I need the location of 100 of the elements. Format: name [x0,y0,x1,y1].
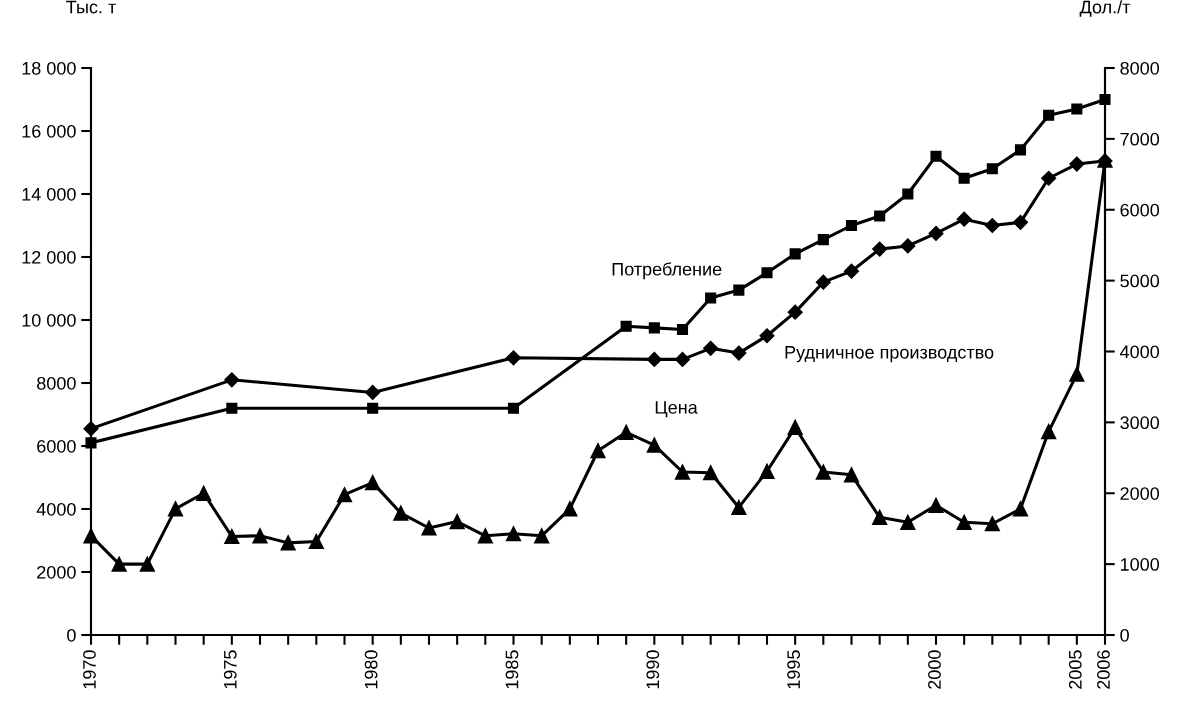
y-tick-label: 2000 [37,565,76,579]
y-tick-label: 4000 [36,502,76,516]
point [367,402,379,414]
y2-tick-label: 4000 [1120,345,1160,359]
point [815,274,831,290]
point [1041,170,1057,186]
point [705,292,717,304]
point [477,528,493,544]
y2-tick-label: 5000 [1120,274,1160,288]
y2-tick-label: 6000 [1120,203,1160,217]
point [646,351,662,367]
point [956,514,972,530]
point [845,219,858,232]
x-tick-label: 2005 [1068,650,1082,689]
y2-axis-title: Дол./т [1079,0,1131,17]
point [1012,501,1029,517]
point [646,437,662,453]
y2-tick-label: 0 [1120,628,1129,642]
x-tick-label: 1990 [646,650,660,689]
point [872,509,888,525]
series-label: Цена [655,401,698,418]
point [984,516,1000,532]
point [789,248,801,260]
point [986,163,998,175]
point [252,528,268,544]
point [1012,214,1029,230]
y2-tick-label: 1000 [1120,558,1160,571]
point [224,372,240,388]
point [902,188,914,200]
point [1043,109,1055,121]
point [703,340,719,356]
point [956,211,972,227]
point [1099,93,1111,106]
y-tick-label: 10 000 [22,313,76,327]
point [620,320,632,332]
point [365,474,381,491]
point [787,419,803,435]
y-axis-title: Тыс. т [66,0,116,14]
point [817,234,829,246]
point [85,437,97,449]
point [733,284,745,296]
point [1014,144,1027,156]
point [674,464,691,480]
y-tick-label: 8000 [37,376,76,390]
point [534,528,550,544]
point [874,210,886,222]
y-tick-label: 18 000 [22,61,76,75]
point [676,323,689,336]
point [1041,423,1057,440]
point [618,424,634,440]
point [928,497,944,513]
x-tick-label: 1985 [505,650,519,689]
point [505,526,522,542]
point [930,150,942,162]
point [759,328,775,344]
point [1069,156,1085,172]
y-tick-label: 12 000 [22,250,76,264]
series-label: Рудничное производство [785,346,994,363]
x-tick-label: 1970 [83,650,96,689]
y-tick-label: 16 000 [22,124,76,138]
point [648,322,660,334]
point [815,464,831,480]
x-tick-label: 2006 [1097,650,1110,689]
x-tick-label: 2000 [928,650,941,689]
y2-tick-label: 7000 [1120,132,1160,146]
point [843,263,860,279]
point [928,225,944,241]
point [365,384,381,401]
point [226,402,238,414]
point [958,172,970,184]
point [674,351,691,367]
x-tick-label: 1995 [787,650,801,689]
y-tick-label: 6000 [37,439,76,453]
point [507,402,520,414]
point [731,345,747,361]
y-tick-label: 14 000 [22,187,76,201]
y2-tick-label: 8000 [1120,61,1160,75]
y-tick-label: 0 [67,628,76,642]
x-tick-label: 1975 [223,650,237,689]
point [843,467,860,483]
point [421,520,437,536]
point [1071,103,1083,115]
point [984,217,1000,234]
point [703,465,719,481]
point [505,350,522,366]
point [196,485,212,501]
point [167,501,184,517]
series-label: Потребление [612,262,722,280]
point [280,535,296,551]
point [872,241,888,257]
point [590,443,606,459]
point [900,238,916,254]
point [731,499,747,516]
point [787,304,803,320]
point [393,505,409,521]
point [900,514,916,530]
y2-tick-label: 3000 [1120,416,1160,430]
point [111,556,127,572]
point [761,267,773,279]
point [224,528,240,545]
